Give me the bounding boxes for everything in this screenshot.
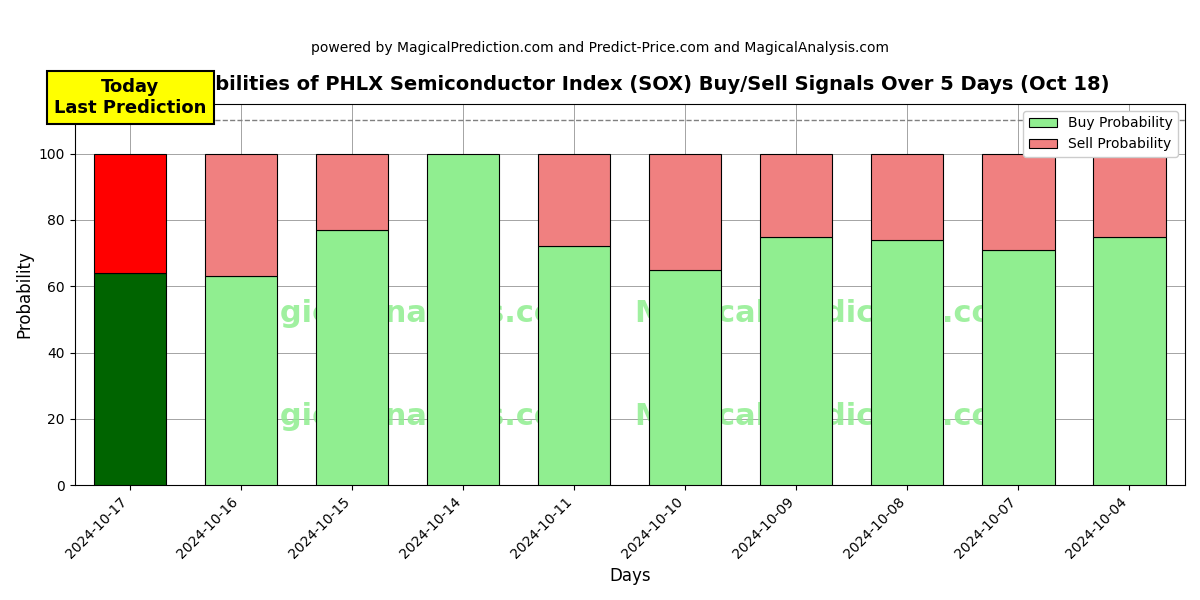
Bar	[94, 154, 167, 273]
Y-axis label: Probability: Probability	[16, 251, 34, 338]
Text: MagicalPrediction.com: MagicalPrediction.com	[635, 299, 1025, 328]
Text: powered by MagicalPrediction.com and Predict-Price.com and MagicalAnalysis.com: powered by MagicalPrediction.com and Pre…	[311, 41, 889, 55]
Bar	[649, 269, 721, 485]
Bar	[649, 154, 721, 269]
Bar	[316, 154, 389, 230]
Bar	[1093, 236, 1165, 485]
Bar	[871, 240, 943, 485]
Bar	[1093, 154, 1165, 236]
Bar	[427, 154, 499, 485]
Bar	[539, 247, 611, 485]
Bar	[761, 154, 833, 236]
Bar	[205, 154, 277, 276]
Bar	[316, 230, 389, 485]
Bar	[94, 273, 167, 485]
X-axis label: Days: Days	[610, 567, 650, 585]
Bar	[983, 250, 1055, 485]
Bar	[983, 154, 1055, 250]
Legend: Buy Probability, Sell Probability: Buy Probability, Sell Probability	[1024, 111, 1178, 157]
Text: MagicalAnalysis.com: MagicalAnalysis.com	[229, 299, 587, 328]
Text: MagicalPrediction.com: MagicalPrediction.com	[635, 402, 1025, 431]
Bar	[205, 276, 277, 485]
Text: MagicalAnalysis.com: MagicalAnalysis.com	[229, 402, 587, 431]
Bar	[761, 236, 833, 485]
Text: Today
Last Prediction: Today Last Prediction	[54, 79, 206, 117]
Bar	[539, 154, 611, 247]
Bar	[871, 154, 943, 240]
Title: Probabilities of PHLX Semiconductor Index (SOX) Buy/Sell Signals Over 5 Days (Oc: Probabilities of PHLX Semiconductor Inde…	[150, 75, 1109, 94]
